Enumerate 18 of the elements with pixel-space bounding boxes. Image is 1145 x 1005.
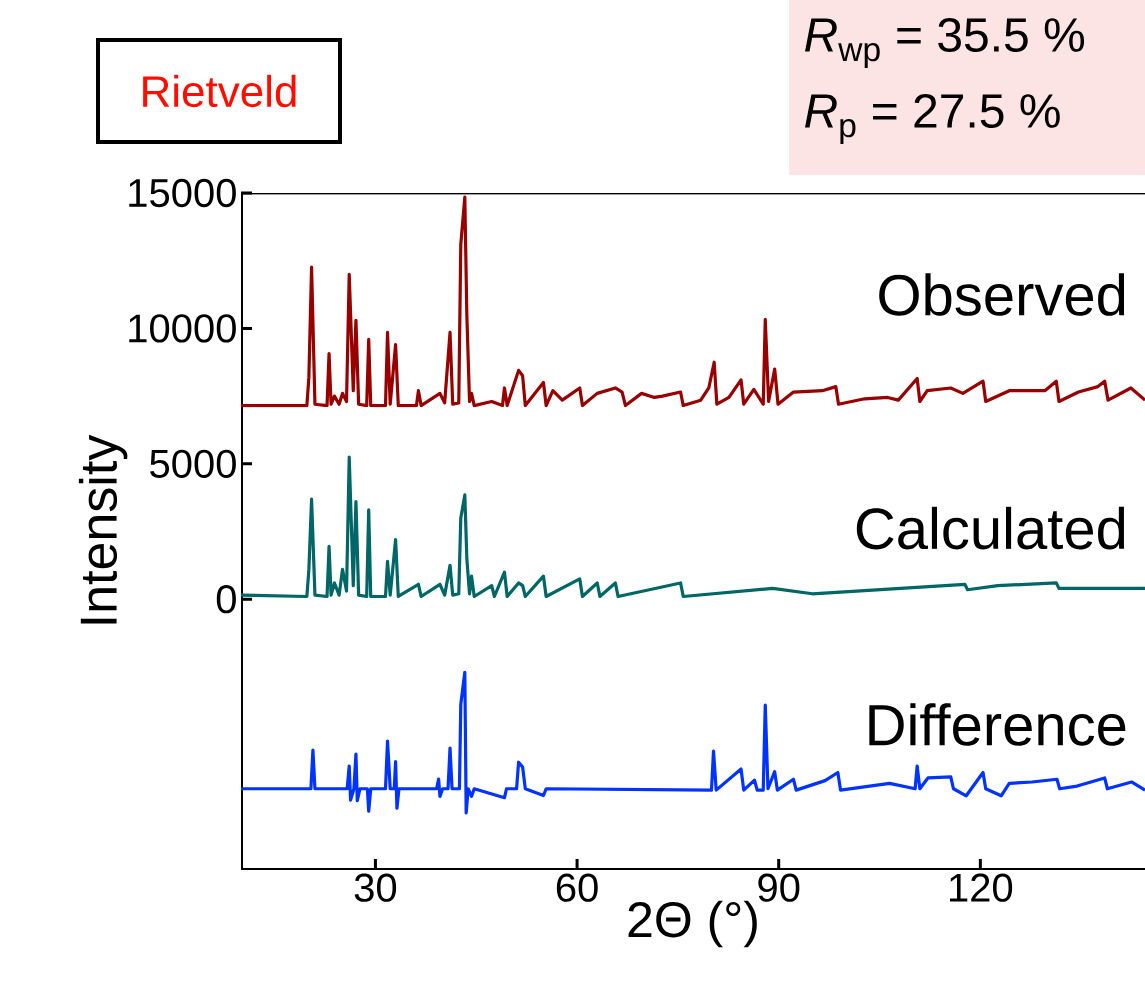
x-tick-label: 120 [950,873,1013,902]
x-tick-label: 30 [354,873,397,902]
x-tick-label: 90 [758,873,800,902]
x-tick-label: 60 [556,873,598,902]
text: Rietveld [143,74,296,108]
y-tick-label: 15000 [129,178,236,208]
series-label: Calculated [856,506,1125,550]
text: R$_{wp}$ = 35.5 % [805,18,1085,68]
line-series [241,670,1145,815]
series-label: Difference [869,703,1126,746]
y-tick-label: 0 [216,585,236,614]
line-series [241,455,1145,599]
text: R$_{p}$ = 27.5 % [805,94,1060,144]
series-label: Observed [879,273,1125,316]
y-tick-label: 5000 [150,449,236,478]
x-axis-title: 2Θ (°) [628,900,757,948]
y-axis-title: Intensity [78,434,128,624]
y-tick-label: 10000 [129,314,236,343]
